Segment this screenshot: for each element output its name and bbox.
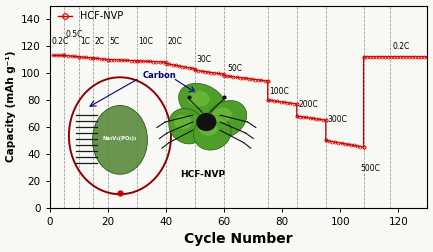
Text: 20C: 20C [168, 37, 182, 46]
Text: 5C: 5C [110, 37, 120, 46]
Text: 500C: 500C [361, 164, 381, 173]
Text: 0.2C: 0.2C [52, 37, 68, 46]
Y-axis label: Capacity (mAh g⁻¹): Capacity (mAh g⁻¹) [6, 51, 16, 163]
Text: 30C: 30C [197, 54, 212, 64]
Text: 1C: 1C [81, 37, 90, 46]
Text: 0.2C: 0.2C [393, 42, 410, 51]
Text: 0.5C: 0.5C [66, 30, 83, 39]
Text: 2C: 2C [95, 37, 105, 46]
Text: 50C: 50C [227, 64, 242, 73]
Text: 10C: 10C [139, 37, 153, 46]
Text: 300C: 300C [327, 115, 347, 124]
Text: 100C: 100C [269, 87, 289, 96]
Legend: HCF-NVP: HCF-NVP [54, 8, 127, 25]
Text: 200C: 200C [298, 100, 318, 109]
X-axis label: Cycle Number: Cycle Number [184, 232, 293, 246]
